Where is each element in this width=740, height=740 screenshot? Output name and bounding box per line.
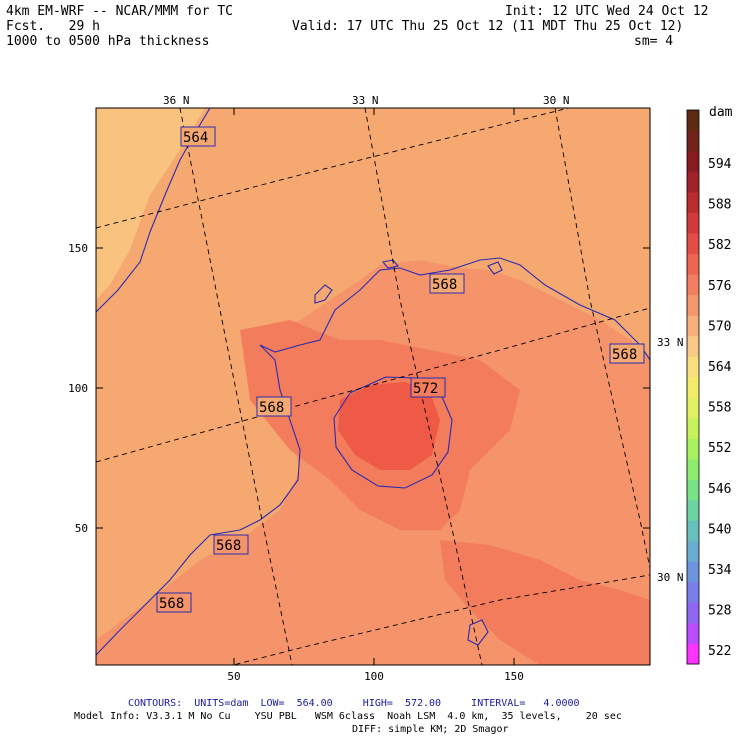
colorbar-swatch (687, 376, 699, 398)
colorbar-label: 558 (708, 401, 731, 416)
colorbar-swatch (687, 151, 699, 173)
colorbar-swatch (687, 253, 699, 275)
svg-text:568: 568 (432, 277, 457, 293)
colorbar-swatch (687, 643, 699, 665)
contour-island-1 (314, 284, 333, 304)
svg-text:564: 564 (183, 130, 208, 146)
colorbar-label: 582 (708, 238, 731, 253)
x-tick-label: 50 (227, 670, 240, 683)
colorbar (686, 109, 700, 665)
svg-text:568: 568 (216, 538, 241, 554)
colorbar-swatch (687, 192, 699, 214)
svg-text:568: 568 (259, 400, 284, 416)
colorbar-label: 588 (708, 198, 731, 213)
band-566 (96, 108, 650, 640)
y-tick-label: 150 (68, 242, 88, 255)
lat-label-top: 30 N (543, 94, 570, 107)
colorbar-swatch (687, 540, 699, 562)
colorbar-label: 546 (708, 482, 731, 497)
colorbar-label: 564 (708, 360, 732, 375)
lon-2 (364, 108, 483, 665)
frame-ticks (96, 108, 650, 665)
band-564 (96, 108, 205, 300)
colorbar-swatch (687, 602, 699, 624)
colorbar-swatch (687, 561, 699, 583)
lat-label-top: 36 N (163, 94, 190, 107)
contour-island-2 (381, 259, 400, 269)
svg-text:568: 568 (612, 347, 637, 363)
colorbar-label: 576 (708, 279, 731, 294)
contour-label-568: 568 (213, 534, 249, 555)
model-title: 4km EM-WRF -- NCAR/MMM for TC (6, 4, 233, 19)
colorbar-label: 522 (708, 644, 731, 659)
colorbar-label: 570 (708, 319, 731, 334)
lat-label-right: 33 N (657, 336, 684, 349)
plot-frame (95, 107, 651, 666)
colorbar-swatch (687, 581, 699, 603)
contour-label-568: 568 (429, 273, 465, 294)
init-time: Init: 12 UTC Wed 24 Oct 12 (505, 4, 709, 19)
colorbar-label: 540 (708, 522, 731, 537)
x-tick-label: 150 (504, 670, 524, 683)
contour-label-568: 568 (609, 343, 645, 364)
band-570-south (440, 540, 650, 665)
colorbar-swatch (687, 315, 699, 337)
colorbar-swatch (687, 417, 699, 439)
valid-time: Valid: 17 UTC Thu 25 Oct 12 (11 MDT Thu … (292, 19, 684, 34)
lat-label-top: 33 N (352, 94, 379, 107)
colorbar-swatch (687, 622, 699, 644)
axis-labels: 36 N 33 N 30 N 33 N 30 N 150 100 50 50 1… (68, 94, 683, 683)
y-tick-label: 100 (68, 382, 88, 395)
svg-text:572: 572 (413, 381, 438, 397)
colorbar-swatch (687, 212, 699, 234)
x-tick-label: 100 (364, 670, 384, 683)
contour-label-572: 572 (410, 377, 446, 398)
contour-label-568: 568 (256, 396, 292, 417)
colorbar-labels: 594 588 582 576 570 564 558 552 546 540 534 528 522 (708, 157, 732, 659)
band-572 (338, 382, 440, 470)
model-info: Model Info: V3.3.1 M No Cu YSU PBL WSM 6… (74, 711, 622, 722)
colorbar-swatch (687, 110, 699, 132)
lon-3 (554, 108, 650, 571)
colorbar-swatch (687, 356, 699, 378)
y-tick-label: 50 (75, 522, 88, 535)
colorbar-swatch (687, 171, 699, 193)
colorbar-label: 594 (708, 157, 732, 172)
colorbar-swatch (687, 233, 699, 255)
contour-568-north (259, 257, 650, 361)
colorbar-swatch (687, 499, 699, 521)
contour-label-568: 568 (156, 592, 192, 613)
colorbar-frame (686, 109, 700, 665)
colorbar-swatch (687, 520, 699, 542)
colorbar-swatch (687, 397, 699, 419)
colorbar-label: 528 (708, 604, 731, 619)
colorbar-swatch (687, 130, 699, 152)
colorbar-swatch (687, 294, 699, 316)
colorbar-unit: dam (709, 105, 733, 120)
lon-1 (179, 108, 293, 665)
lat-label-right: 30 N (657, 571, 684, 584)
colorbar-swatch (687, 438, 699, 460)
field-name: 1000 to 0500 hPa thickness (6, 34, 210, 49)
graticule (96, 108, 650, 665)
colorbar-swatch (687, 274, 699, 296)
colorbar-swatch (687, 479, 699, 501)
contour-info: CONTOURS: UNITS=dam LOW= 564.00 HIGH= 57… (128, 698, 580, 709)
filled-contours (96, 108, 650, 665)
colorbar-label: 552 (708, 441, 731, 456)
contour-label-564: 564 (180, 126, 216, 147)
diffusion-info: DIFF: simple KM; 2D Smagor (352, 724, 509, 735)
contour-island-3 (487, 261, 503, 275)
colorbar-swatch (687, 458, 699, 480)
colorbar-swatch (687, 335, 699, 357)
smoothing-label: sm= 4 (634, 34, 674, 49)
colorbar-label: 534 (708, 563, 732, 578)
svg-text:568: 568 (159, 596, 184, 612)
contour-value-labels: 564 568 568 568 568 568 572 (156, 126, 645, 613)
forecast-hour: Fcst. 29 h (6, 19, 100, 34)
lat-33 (96, 307, 650, 463)
contour-island-4 (467, 619, 489, 646)
